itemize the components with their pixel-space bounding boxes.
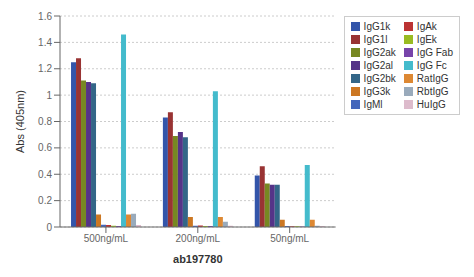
svg-text:1.4: 1.4	[38, 37, 52, 48]
html-text:IgMl: IgMl	[363, 99, 383, 110]
html-text:IgG3k: IgG3k	[363, 86, 391, 97]
svg-text:0: 0	[46, 222, 52, 233]
svg-text:0.4: 0.4	[38, 169, 52, 180]
svg-text:0.6: 0.6	[38, 142, 52, 153]
svg-text:0.8: 0.8	[38, 116, 52, 127]
svg-text:1.2: 1.2	[38, 63, 52, 74]
html-text:RbtIgG: RbtIgG	[416, 86, 449, 97]
html-text:IgG1k: IgG1k	[363, 21, 391, 32]
svg-text:50ng/mL: 50ng/mL	[270, 233, 309, 244]
html-text:IgEk: IgEk	[416, 34, 437, 45]
svg-text:500ng/mL: 500ng/mL	[84, 233, 129, 244]
html-text:IgAk: IgAk	[416, 21, 437, 32]
svg-text:1: 1	[46, 90, 52, 101]
html-text:IgG2al: IgG2al	[363, 60, 394, 71]
svg-text:0.2: 0.2	[38, 195, 52, 206]
svg-text:1.6: 1.6	[38, 11, 52, 22]
html-text:IgG2ak: IgG2ak	[363, 47, 396, 58]
html-text:IgG2bk: IgG2bk	[363, 73, 396, 84]
html-text:RatIgG: RatIgG	[416, 73, 449, 84]
html-text:IgG Fc: IgG Fc	[416, 60, 447, 71]
html-text:IgG Fab: IgG Fab	[416, 47, 453, 58]
html-text:IgG1l: IgG1l	[363, 34, 388, 45]
html-text:HuIgG: HuIgG	[416, 99, 446, 110]
svg-text:ab197780: ab197780	[173, 253, 223, 265]
svg-text:Abs (405nm): Abs (405nm)	[14, 90, 26, 153]
svg-text:200ng/mL: 200ng/mL	[176, 233, 221, 244]
